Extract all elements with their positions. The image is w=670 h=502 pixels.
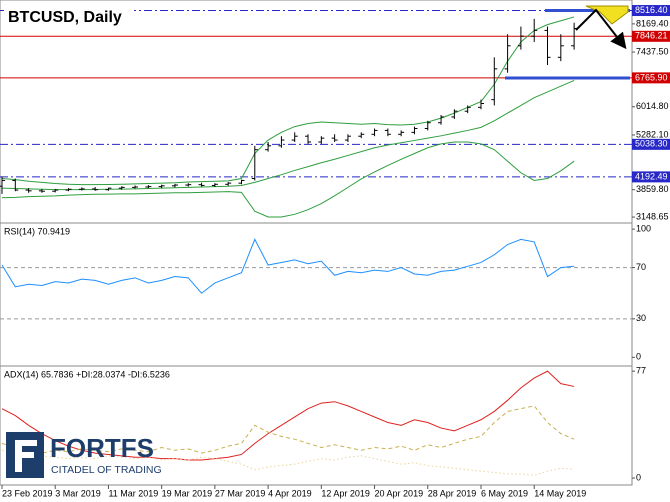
logo-tagline: CITADEL OF TRADING: [51, 464, 162, 476]
y-tick-label: 70: [636, 262, 646, 272]
x-tick-label: 11 Mar 2019: [108, 488, 158, 498]
panel-title: RSI(14) 70.9419: [4, 226, 70, 236]
series-line: [1, 141, 575, 218]
y-tick-label: 77: [636, 366, 646, 376]
y-tick-label: 0: [636, 472, 641, 482]
y-tick-label: 100: [636, 224, 651, 234]
x-tick-label: 28 Apr 2019: [428, 488, 477, 498]
level-label-bg: [632, 138, 670, 150]
logo-name: FORTFS: [50, 433, 154, 463]
title-bg: [4, 4, 134, 32]
series-line: [1, 449, 575, 476]
series-line: [1, 405, 575, 454]
y-tick-label: 8169.40: [636, 18, 669, 28]
y-tick-label: 6014.80: [636, 101, 669, 111]
level-label: 5038.30: [635, 139, 668, 149]
y-tick-label: 5282.10: [636, 129, 669, 139]
logo-letter: [15, 440, 37, 472]
x-tick-label: 14 May 2019: [534, 488, 586, 498]
x-tick-label: 6 May 2019: [481, 488, 528, 498]
x-tick-label: 19 Mar 2019: [162, 488, 213, 498]
level-label-bg: [632, 5, 670, 17]
level-label-bg: [632, 30, 670, 42]
panel-title: ADX(14) 65.7836 +DI:28.0374 -DI:6.5236: [4, 369, 170, 379]
x-tick-label: 4 Apr 2019: [268, 488, 312, 498]
forecast-arrow: [575, 8, 627, 50]
y-tick-label: 30: [636, 313, 646, 323]
x-tick-label: 3 Mar 2019: [55, 488, 101, 498]
x-tick-label: 27 Mar 2019: [215, 488, 266, 498]
x-tick-label: 20 Apr 2019: [375, 488, 424, 498]
y-tick-label: 0: [636, 352, 641, 362]
level-label: 8516.40: [635, 5, 668, 15]
level-label: 7846.21: [635, 31, 668, 41]
x-tick-label: 12 Apr 2019: [321, 488, 370, 498]
chart-title: BTCUSD, Daily: [8, 9, 122, 26]
level-label: 4192.49: [635, 171, 668, 181]
level-label-bg: [632, 72, 670, 84]
series-line: [1, 370, 575, 461]
y-tick-label: 3148.65: [636, 211, 669, 221]
y-tick-label: 3859.80: [636, 184, 669, 194]
series-line: [1, 238, 575, 294]
series-line: [1, 16, 575, 186]
level-label-bg: [632, 171, 670, 183]
x-tick-label: 23 Feb 2019: [2, 488, 53, 498]
level-label: 6765.90: [635, 72, 668, 82]
y-tick-label: 7437.50: [636, 46, 669, 56]
logo: FORTFS CITADEL OF TRADING: [6, 432, 162, 478]
plot-frame: [0, 0, 633, 486]
